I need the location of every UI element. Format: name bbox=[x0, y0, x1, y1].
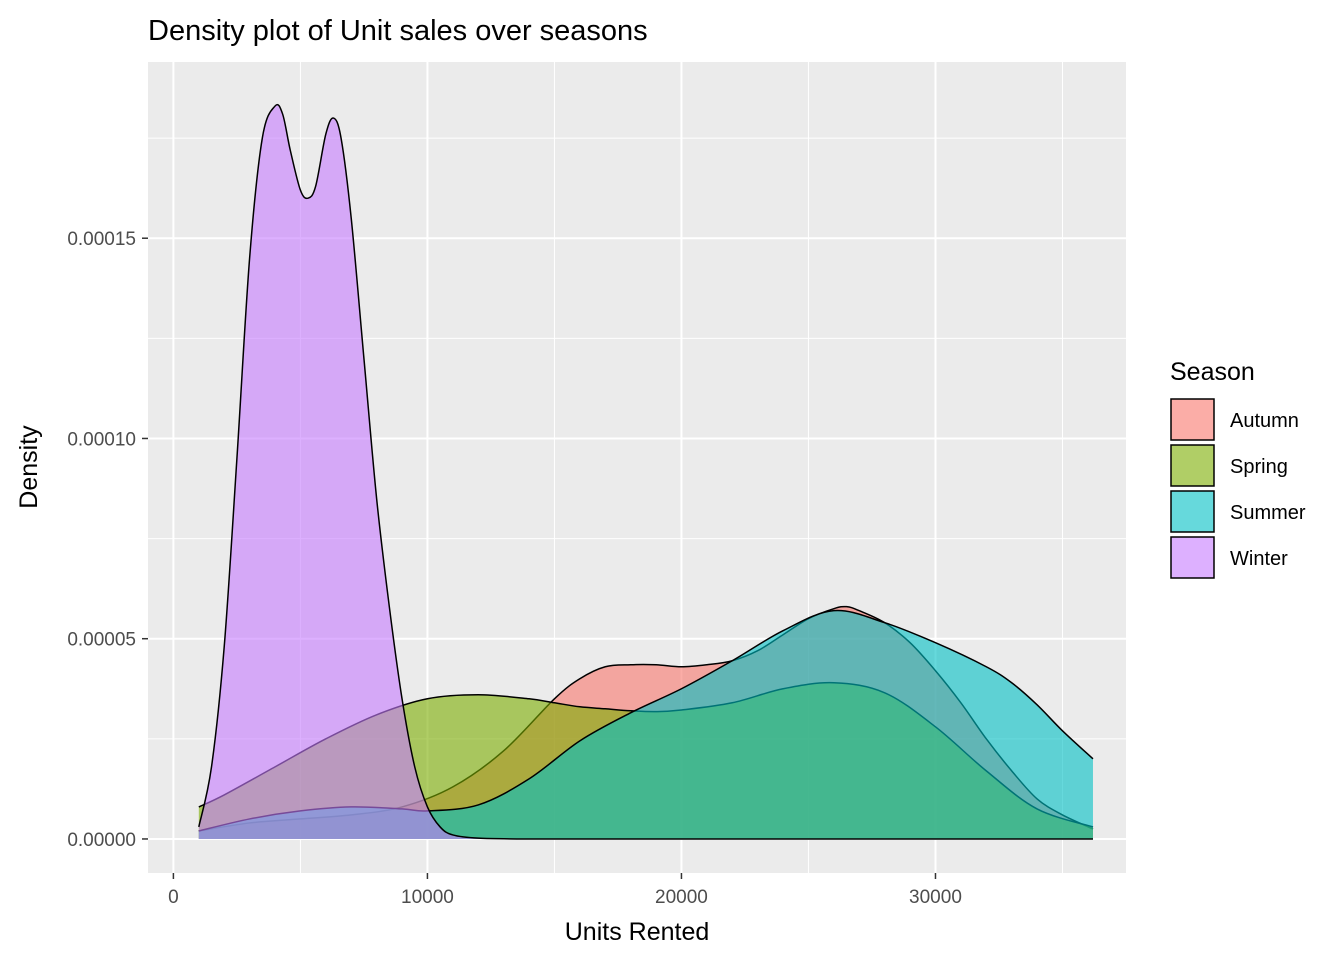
x-tick-label: 30000 bbox=[909, 887, 962, 908]
y-tick-label: 0.00015 bbox=[67, 229, 136, 250]
x-tick-label: 10000 bbox=[401, 887, 454, 908]
density-area-winter bbox=[198, 104, 1093, 840]
x-tick-label: 20000 bbox=[655, 887, 708, 908]
legend: Season Autumn Spring Summer Winter bbox=[1170, 358, 1306, 579]
legend-swatch-winter bbox=[1170, 536, 1215, 579]
chart-title: Density plot of Unit sales over seasons bbox=[148, 15, 648, 47]
legend-swatch-spring bbox=[1170, 444, 1215, 487]
density-areas bbox=[198, 103, 1094, 840]
density-line-winter bbox=[198, 103, 1093, 840]
legend-label-winter: Winter bbox=[1230, 548, 1288, 570]
x-tick-label: 0 bbox=[168, 887, 179, 908]
y-tick-label: 0.00010 bbox=[67, 429, 136, 450]
legend-label-autumn: Autumn bbox=[1230, 410, 1299, 432]
legend-swatch-autumn bbox=[1170, 398, 1215, 441]
legend-label-spring: Spring bbox=[1230, 456, 1288, 478]
x-axis-title: Units Rented bbox=[565, 918, 710, 946]
axes: 0 10000 20000 30000 0.00000 0.00005 0.00010 0.0… bbox=[67, 229, 962, 908]
legend-title: Season bbox=[1170, 358, 1255, 386]
legend-label-summer: Summer bbox=[1230, 502, 1306, 524]
y-tick-label: 0.00005 bbox=[67, 630, 136, 651]
y-tick-label: 0.00000 bbox=[67, 830, 136, 851]
legend-swatch-summer bbox=[1170, 490, 1215, 533]
y-axis-title: Density bbox=[15, 425, 43, 509]
density-area-summer bbox=[198, 610, 1093, 839]
